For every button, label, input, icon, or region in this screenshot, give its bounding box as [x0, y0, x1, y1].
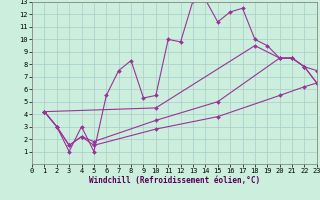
X-axis label: Windchill (Refroidissement éolien,°C): Windchill (Refroidissement éolien,°C): [89, 176, 260, 185]
